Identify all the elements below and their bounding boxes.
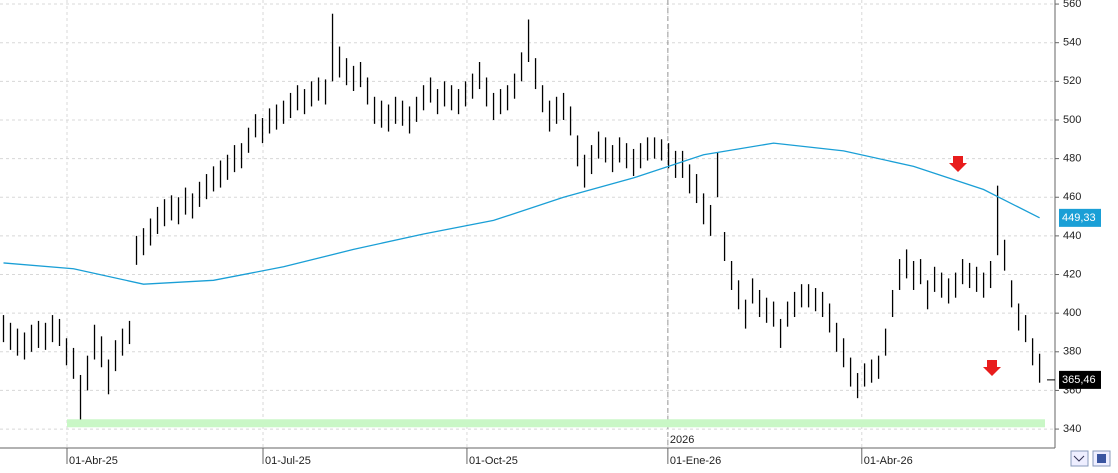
y-tick-label: 480 (1063, 153, 1081, 165)
support-band (66, 419, 1046, 428)
y-tick-label: 420 (1063, 268, 1081, 280)
x-tick-label: 01-Oct-25 (469, 455, 518, 467)
down-arrow (949, 156, 967, 172)
last-close-label: 365,46 (1062, 374, 1096, 386)
y-tick-label: 380 (1063, 346, 1081, 358)
moving-average (3, 142, 1040, 285)
y-tick-label: 520 (1063, 75, 1081, 87)
y-tick-label: 340 (1063, 423, 1081, 435)
x-tick-label: 01-Abr-26 (864, 455, 913, 467)
zoom-button[interactable] (1070, 450, 1089, 467)
x-tick-label: 01-Abr-25 (69, 455, 118, 467)
y-tick-label: 540 (1063, 37, 1081, 49)
y-tick-label: 460 (1063, 191, 1081, 203)
y-tick-label: 560 (1063, 0, 1081, 10)
y-tick-label: 500 (1063, 114, 1081, 126)
x-tick-label: 01-Ene-26 (670, 455, 721, 467)
year-label: 2026 (670, 434, 694, 446)
ma-value-box (1059, 208, 1101, 227)
y-tick-label: 440 (1063, 230, 1081, 242)
y-tick-label: 400 (1063, 307, 1081, 319)
zoom-icon (1073, 455, 1085, 462)
last-close-box (1059, 370, 1101, 389)
save-icon (1097, 454, 1106, 463)
ma-value-label: 449,33 (1062, 212, 1096, 224)
down-arrow (983, 360, 1001, 376)
x-tick-label: 01-Jul-25 (265, 455, 311, 467)
